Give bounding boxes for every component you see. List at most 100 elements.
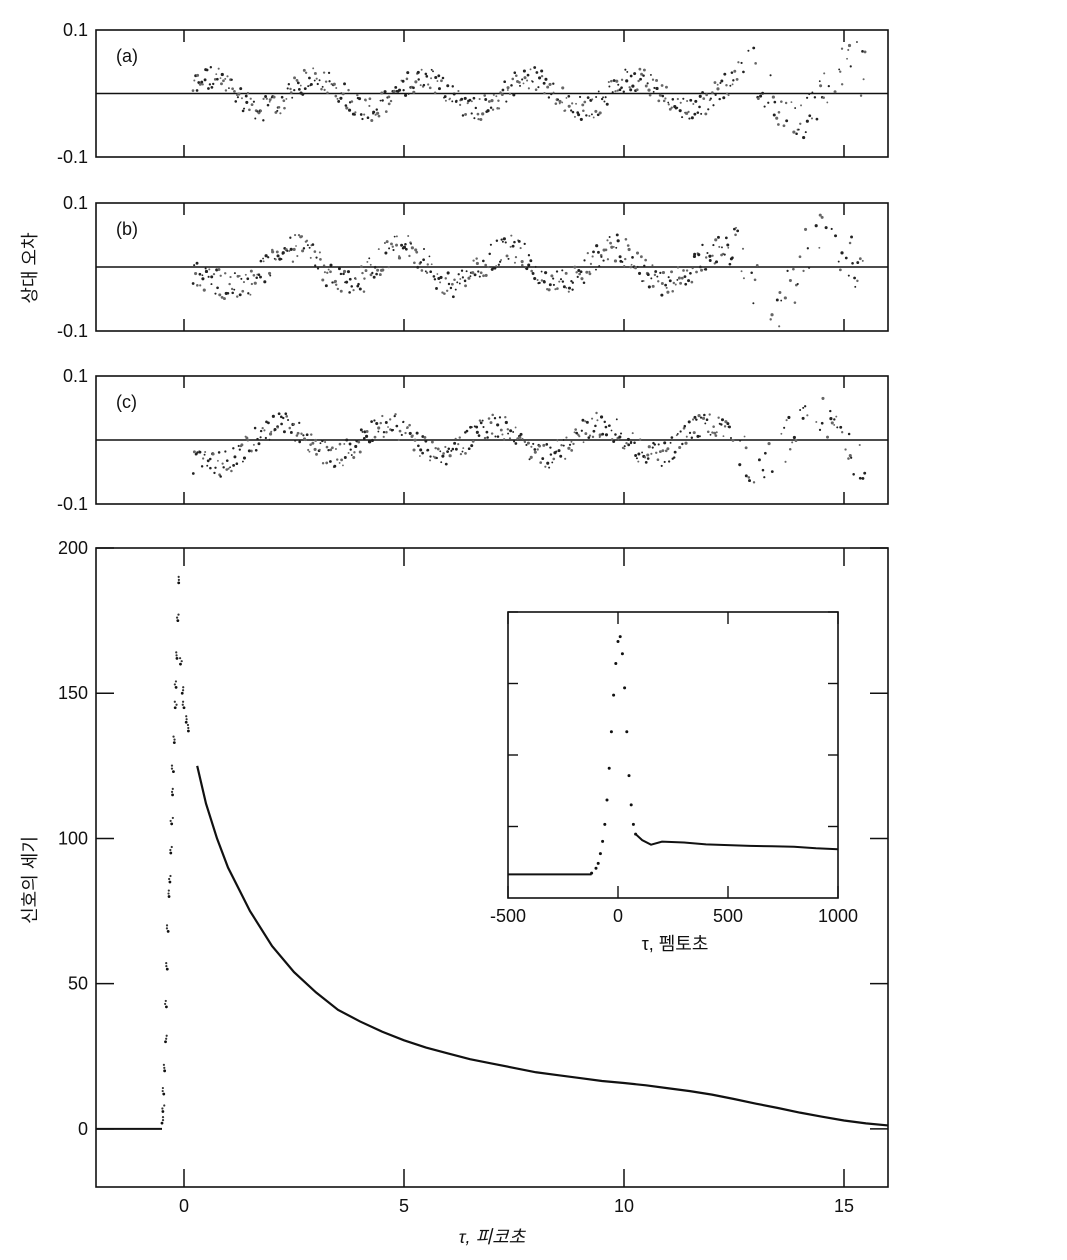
residual-point bbox=[691, 267, 694, 270]
residual-point bbox=[428, 255, 431, 258]
residual-point bbox=[376, 111, 380, 115]
residual-point bbox=[452, 92, 456, 96]
residual-point bbox=[611, 91, 614, 94]
residual-point bbox=[358, 450, 362, 454]
residual-point bbox=[482, 259, 485, 263]
residual-point bbox=[624, 257, 627, 261]
residual-point bbox=[353, 451, 356, 454]
residual-point bbox=[298, 421, 301, 424]
residual-point bbox=[382, 431, 386, 434]
residual-point bbox=[540, 279, 544, 282]
residual-point bbox=[198, 450, 202, 454]
residual-point bbox=[679, 101, 682, 104]
residual-point bbox=[660, 282, 664, 285]
residual-point bbox=[523, 76, 527, 80]
residual-point bbox=[847, 457, 850, 460]
residual-point bbox=[512, 440, 516, 443]
residual-point bbox=[314, 264, 317, 267]
residual-point bbox=[303, 87, 307, 91]
residual-point bbox=[500, 259, 503, 261]
residual-point bbox=[354, 444, 358, 449]
residual-point bbox=[527, 254, 531, 257]
residual-point bbox=[604, 96, 607, 99]
residual-point bbox=[373, 419, 376, 422]
residual-point bbox=[616, 239, 620, 243]
residual-point bbox=[440, 79, 443, 83]
residual-point bbox=[539, 461, 543, 464]
residual-point bbox=[584, 420, 587, 423]
residual-point bbox=[840, 47, 844, 50]
residual-point bbox=[622, 90, 625, 93]
residual-point bbox=[724, 236, 728, 240]
residual-point bbox=[835, 415, 838, 418]
residual-point bbox=[738, 463, 742, 467]
residual-point bbox=[826, 101, 829, 104]
residual-point bbox=[858, 257, 862, 261]
residual-point bbox=[527, 87, 530, 90]
residual-point bbox=[574, 428, 578, 431]
residual-point bbox=[646, 273, 650, 276]
residual-point bbox=[339, 272, 343, 276]
residual-point bbox=[570, 109, 573, 112]
residual-point bbox=[818, 246, 821, 249]
residual-point bbox=[567, 290, 570, 293]
residual-point bbox=[421, 451, 424, 455]
rise-point bbox=[165, 962, 168, 965]
residual-point bbox=[478, 97, 481, 101]
inset-peak-point bbox=[598, 852, 602, 856]
residual-point bbox=[671, 289, 674, 293]
residual-point bbox=[489, 106, 493, 109]
residual-point bbox=[713, 81, 717, 84]
residual-point bbox=[459, 452, 463, 456]
y-tick-label: 50 bbox=[68, 974, 88, 994]
residual-point bbox=[515, 74, 518, 77]
residual-point bbox=[400, 243, 404, 247]
residual-point bbox=[546, 85, 550, 89]
residual-point bbox=[496, 435, 500, 438]
residual-point bbox=[592, 250, 595, 254]
rise-point bbox=[175, 616, 179, 619]
residual-point bbox=[374, 113, 377, 116]
residual-point bbox=[411, 434, 414, 437]
residual-point bbox=[455, 99, 458, 103]
residual-point bbox=[850, 235, 853, 239]
rise-point bbox=[187, 726, 190, 730]
residual-point bbox=[359, 428, 363, 432]
residual-point bbox=[604, 425, 608, 429]
residual-point bbox=[292, 422, 296, 426]
residual-point bbox=[711, 91, 714, 94]
rise-point bbox=[161, 1110, 165, 1113]
residual-point bbox=[591, 98, 594, 101]
rise-point bbox=[161, 1086, 164, 1090]
residual-point bbox=[573, 115, 576, 118]
residual-point bbox=[536, 448, 539, 451]
residual-point bbox=[541, 457, 545, 460]
residual-point bbox=[614, 90, 617, 93]
residual-point bbox=[343, 443, 346, 445]
residual-point bbox=[214, 466, 217, 469]
residual-point bbox=[313, 250, 317, 253]
residual-point bbox=[329, 270, 332, 274]
residual-point bbox=[737, 61, 740, 64]
residual-point bbox=[631, 256, 634, 259]
residual-point bbox=[447, 282, 451, 286]
residual-point bbox=[702, 97, 706, 100]
residual-point bbox=[250, 282, 253, 286]
residual-point bbox=[308, 246, 311, 249]
residual-point bbox=[437, 74, 441, 78]
residual-point bbox=[644, 258, 647, 262]
residual-point bbox=[579, 117, 583, 121]
residual-point bbox=[552, 457, 556, 461]
residual-point bbox=[204, 451, 207, 454]
residual-point bbox=[704, 112, 708, 116]
residual-point bbox=[377, 426, 381, 430]
residual-point bbox=[727, 246, 730, 249]
residual-point bbox=[329, 460, 332, 463]
residual-point bbox=[332, 82, 336, 86]
residual-point bbox=[369, 263, 372, 266]
residual-point bbox=[676, 97, 679, 101]
residual-point bbox=[466, 102, 469, 105]
residual-point bbox=[788, 448, 792, 451]
residual-point bbox=[307, 85, 310, 88]
residual-point bbox=[804, 227, 808, 231]
